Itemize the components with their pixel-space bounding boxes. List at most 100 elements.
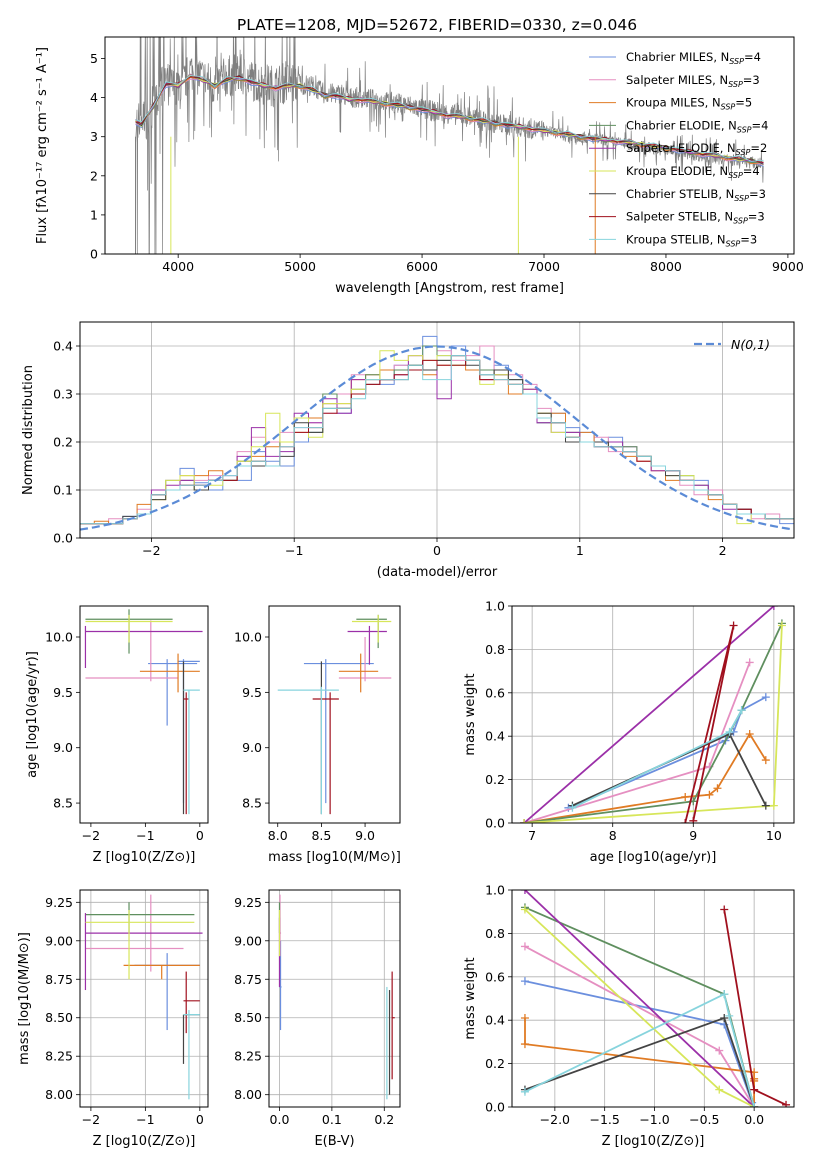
x-tick-label: −1 bbox=[136, 1112, 154, 1127]
y-tick-label: 0.2 bbox=[485, 1056, 505, 1071]
age_vs_mass-panel: 8.0 8.5 9.0 8.5 9.0 9.5 10.0 mass [log10(M/M⊙)] bbox=[234, 605, 401, 865]
age_vs_mass-plot-area bbox=[277, 614, 392, 815]
age_vs_Z-plot-area bbox=[84, 609, 203, 815]
x-axis-label: wavelength [Angstrom, rest frame] bbox=[335, 281, 564, 296]
mass-weight-marker bbox=[715, 1046, 724, 1055]
mass-weight-marker bbox=[729, 621, 738, 630]
y-tick-label: 10.0 bbox=[45, 630, 73, 645]
y-tick-label: 8.75 bbox=[45, 972, 73, 987]
x-tick-label: −2 bbox=[82, 828, 100, 843]
y-tick-label: 10.0 bbox=[234, 630, 262, 645]
y-tick-label: 1 bbox=[90, 207, 98, 222]
y-tick-label: 0.0 bbox=[53, 531, 73, 546]
mass-weight-marker bbox=[761, 801, 770, 810]
mass-weight-marker bbox=[750, 1076, 759, 1085]
mass-weight-marker bbox=[520, 905, 529, 914]
y-tick-label: 8.50 bbox=[234, 1010, 262, 1025]
mass-weight-line bbox=[524, 945, 755, 1107]
x-tick-label: 7000 bbox=[528, 259, 560, 274]
panels: 4000 5000 6000 7000 8000 9000012345wavelength… bbox=[17, 36, 804, 1149]
axes-frame bbox=[511, 605, 795, 824]
mass-weight-marker bbox=[769, 606, 778, 610]
spectrum-plot-area bbox=[134, 37, 764, 254]
mass-weight-marker bbox=[725, 727, 734, 736]
mass-weight-marker bbox=[745, 730, 754, 739]
x-tick-label: 8000 bbox=[650, 259, 682, 274]
y-tick-label: 9.00 bbox=[45, 933, 73, 948]
y-axis-label: Normed distribution bbox=[21, 365, 36, 495]
x-tick-label: 9000 bbox=[772, 259, 804, 274]
mass-weight-line bbox=[568, 696, 767, 809]
legend-label: N(0,1) bbox=[731, 337, 770, 352]
mass-weight-marker bbox=[737, 706, 746, 715]
x-tick-label: −1 bbox=[285, 543, 303, 558]
mass-weight-marker bbox=[520, 890, 529, 894]
mass-weight-line bbox=[572, 732, 767, 807]
mass-weight-marker bbox=[750, 1103, 759, 1107]
axes-frame bbox=[79, 321, 795, 539]
y-tick-label: 0.0 bbox=[485, 816, 505, 831]
weight_vs_Z-panel: −2.0 −1.5 −1.0 −0.5 0.0 0.0 0.2 0.4 0.6 0.8 1.0 Z [… bbox=[463, 883, 795, 1149]
y-tick-label: 8.25 bbox=[45, 1049, 73, 1064]
weight_vs_Z-plot-area bbox=[520, 890, 791, 1107]
mass-weight-line bbox=[524, 1016, 755, 1107]
mass-weight-marker bbox=[720, 905, 729, 914]
y-tick-label: 0.2 bbox=[485, 772, 505, 787]
y-axis-label: Flux [fλ10⁻¹⁷ erg cm⁻² s⁻¹ A⁻¹] bbox=[35, 47, 50, 244]
y-tick-label: 9.25 bbox=[234, 895, 262, 910]
y-tick-label: 0.0 bbox=[485, 1100, 505, 1115]
x-axis-label: Z [log10(Z/Z⊙)] bbox=[602, 1134, 705, 1149]
mass-weight-marker bbox=[713, 784, 722, 793]
y-tick-label: 3 bbox=[90, 129, 98, 144]
y-tick-label: 0.6 bbox=[485, 969, 505, 984]
y-tick-label: 8.5 bbox=[53, 796, 73, 811]
y-tick-label: 9.00 bbox=[234, 933, 262, 948]
model-spectrum-line bbox=[135, 75, 764, 162]
y-tick-label: 8.00 bbox=[45, 1087, 73, 1102]
mass-weight-marker bbox=[720, 990, 729, 999]
x-tick-label: 0 bbox=[196, 828, 204, 843]
mass_vs_Z-panel: −2 −1 0 8.00 8.25 8.50 8.75 9.00 9.25 Z [log10(Z/… bbox=[17, 889, 209, 1149]
mass-weight-marker bbox=[681, 792, 690, 801]
x-axis-label: E(B-V) bbox=[314, 1134, 354, 1149]
x-tick-label: 6000 bbox=[406, 259, 438, 274]
y-tick-label: 1.0 bbox=[485, 883, 505, 898]
y-tick-label: 0.4 bbox=[53, 339, 73, 354]
mass-weight-marker bbox=[520, 1040, 529, 1049]
y-tick-label: 0.6 bbox=[485, 685, 505, 700]
y-tick-label: 4 bbox=[90, 90, 98, 105]
mass-weight-marker bbox=[689, 816, 698, 823]
mass-weight-marker bbox=[782, 1100, 791, 1107]
axes-frame bbox=[104, 36, 795, 255]
x-tick-label: −1.0 bbox=[639, 1112, 669, 1127]
mass-weight-marker bbox=[568, 803, 577, 812]
y-tick-label: 8.5 bbox=[242, 796, 262, 811]
mass-weight-line bbox=[523, 623, 783, 823]
mass-weight-line bbox=[523, 732, 767, 823]
x-tick-label: 0.0 bbox=[744, 1112, 764, 1127]
mass-weight-marker bbox=[720, 1014, 729, 1023]
residuals-plot-area bbox=[80, 335, 794, 531]
residual-histogram bbox=[80, 355, 794, 525]
x-tick-label: 9.0 bbox=[355, 828, 375, 843]
x-tick-label: 7 bbox=[528, 828, 536, 843]
mass-weight-marker bbox=[769, 801, 778, 810]
y-tick-label: 0 bbox=[90, 247, 98, 262]
legend-label: Salpeter ELODIE, NSSP=2 bbox=[626, 141, 767, 157]
spectrum-panel: 4000 5000 6000 7000 8000 9000 0 1 2 3 4 5 wavelength… bbox=[35, 36, 804, 296]
legend-label: Kroupa ELODIE, NSSP=4 bbox=[626, 164, 760, 180]
x-axis-label: (data-model)/error bbox=[377, 565, 498, 580]
x-tick-label: 2 bbox=[719, 543, 727, 558]
weight_vs_age-plot-area bbox=[520, 606, 786, 823]
x-axis-label: age [log10(age/yr)] bbox=[590, 850, 717, 865]
axes-frame bbox=[79, 889, 209, 1108]
x-tick-label: 5000 bbox=[284, 259, 316, 274]
y-tick-label: 0.1 bbox=[53, 483, 73, 498]
axes-frame bbox=[268, 605, 401, 824]
legend-label: Chabrier ELODIE, NSSP=4 bbox=[626, 118, 768, 134]
y-tick-label: 9.5 bbox=[53, 685, 73, 700]
y-tick-label: 0.4 bbox=[485, 1013, 505, 1028]
y-tick-label: 8.50 bbox=[45, 1010, 73, 1025]
mass-weight-marker bbox=[520, 977, 529, 986]
